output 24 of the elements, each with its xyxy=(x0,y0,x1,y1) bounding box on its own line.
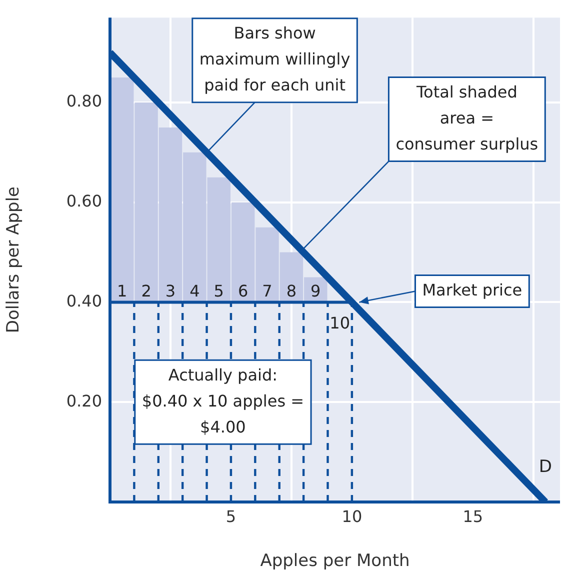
annotation: 1 xyxy=(117,281,128,300)
x-tick-label: 15 xyxy=(462,506,484,526)
annotation: 7 xyxy=(262,281,272,300)
annotation: Total shaded area = consumer surplus xyxy=(396,82,538,154)
annotation: Actually paid: $0.40 x 10 apples = $4.00 xyxy=(142,365,304,436)
series-label: D xyxy=(538,457,552,477)
annotation: 2 xyxy=(141,281,152,300)
x-axis-title: Apples per Month xyxy=(260,551,410,572)
y-axis-title: Dollars per Apple xyxy=(4,186,24,334)
annotation: 9 xyxy=(310,281,321,300)
y-tick-label: 0.80 xyxy=(66,92,102,111)
x-tick-label: 5 xyxy=(226,506,236,526)
annotation: 10 xyxy=(330,313,350,332)
annotation: 8 xyxy=(286,281,297,300)
x-tick-label: 10 xyxy=(342,506,362,526)
annotation: 6 xyxy=(238,281,248,300)
y-tick-label: 0.20 xyxy=(66,391,102,410)
annotation: 5 xyxy=(214,281,224,300)
annotation: Bars show maximum willingly paid for each unit xyxy=(199,24,350,95)
y-tick-label: 0.60 xyxy=(66,192,102,211)
y-tick-label: 0.40 xyxy=(66,291,102,310)
annotation: 4 xyxy=(190,281,200,300)
annotation: 3 xyxy=(165,281,176,300)
annotation: Market price xyxy=(422,280,522,300)
